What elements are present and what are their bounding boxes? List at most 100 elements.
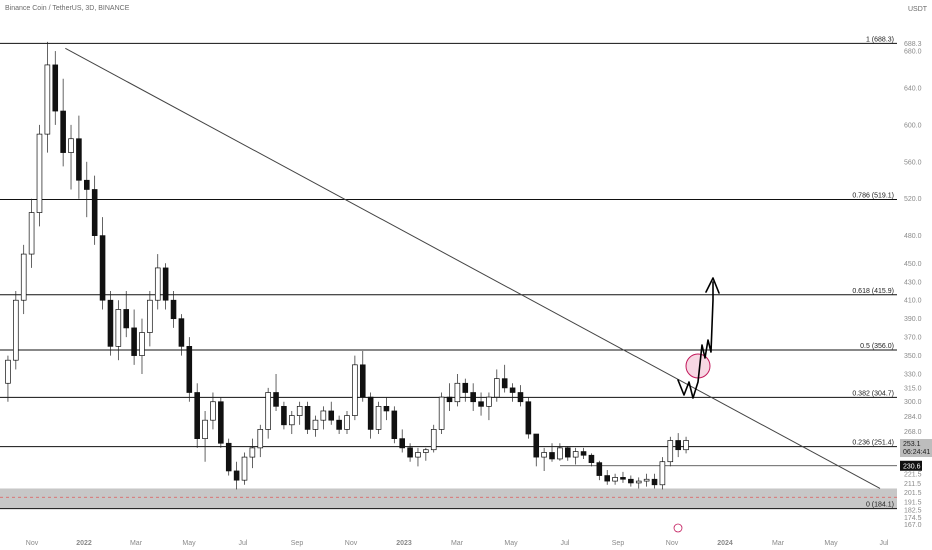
candle-body: [454, 382, 461, 403]
fib-label-2: 0.618 (415.9): [852, 288, 894, 295]
x-tick-label: May: [504, 540, 518, 547]
candle-body: [115, 309, 122, 347]
candle-body: [620, 477, 626, 480]
candle-body: [564, 447, 571, 458]
y-tick-label: 201.5: [904, 490, 922, 497]
candle-body: [478, 401, 484, 407]
candle-body: [186, 346, 193, 393]
candle-body: [249, 447, 256, 458]
candle-body: [430, 429, 437, 451]
candles: [5, 41, 689, 490]
candle-body: [383, 405, 390, 412]
candle-body: [557, 447, 563, 460]
y-tick-label: 315.0: [904, 385, 922, 392]
y-tick-label: 390.0: [904, 316, 922, 323]
candle-body: [320, 410, 327, 421]
candle-body: [273, 392, 279, 407]
symbol-title: Binance Coin / TetherUS, 3D, BINANCE: [5, 5, 130, 12]
drawings: [677, 277, 720, 399]
x-tick-label: Mar: [772, 540, 785, 547]
y-tick-label: 430.0: [904, 279, 922, 286]
x-tick-label: 2023: [396, 540, 412, 547]
y-tick-label: 520.0: [904, 196, 922, 203]
candle-body: [643, 478, 650, 482]
candle-body: [296, 405, 303, 416]
candle-body: [99, 235, 106, 301]
x-tick-label: May: [182, 540, 196, 547]
trendline-line: [65, 47, 881, 489]
candle-body: [233, 470, 240, 481]
candle-body: [352, 364, 358, 416]
candle-body: [147, 299, 153, 333]
x-tick-label: 2024: [717, 540, 733, 547]
y-tick-label: 284.0: [904, 414, 922, 421]
candle-body: [438, 396, 445, 430]
y-tick-label: 688.3: [904, 41, 922, 48]
candle-body: [667, 440, 674, 463]
y-tick-label: 174.5: [904, 515, 922, 522]
candle-body: [549, 452, 555, 460]
y-tick-label: 300.0: [904, 399, 922, 406]
candle-body: [312, 419, 319, 430]
y-tick-label: 640.0: [904, 85, 922, 92]
candle-body: [541, 452, 547, 458]
currency-label: USDT: [908, 6, 928, 13]
y-tick-label: 410.0: [904, 298, 922, 305]
support-zone-rect: [0, 488, 897, 509]
candle-body: [202, 419, 208, 439]
candle-body: [399, 438, 405, 449]
y-tick-label: 370.0: [904, 335, 922, 342]
candle-body: [36, 133, 43, 213]
y-tick-label: 680.0: [904, 49, 922, 56]
candle-body: [446, 396, 453, 403]
candle-body: [91, 189, 98, 236]
candle-body: [281, 405, 287, 426]
x-tick-label: Sep: [612, 540, 625, 547]
candle-body: [604, 475, 611, 482]
y-tick-label: 211.5: [904, 481, 921, 488]
x-tick-label: Jul: [561, 540, 570, 547]
candle-body: [139, 332, 145, 356]
candle-body: [170, 299, 177, 320]
candle-body: [218, 401, 224, 444]
y-tick-label: 560.0: [904, 159, 922, 166]
x-tick-label: Jul: [239, 540, 248, 547]
x-tick-label: May: [824, 540, 838, 547]
y-tick-label: 600.0: [904, 122, 922, 129]
y-tick-label: 191.5: [904, 499, 922, 506]
candle-body: [501, 378, 508, 389]
candle-body: [13, 299, 19, 361]
candle-body: [683, 440, 689, 451]
y-tick-label: 268.0: [904, 429, 922, 436]
y-tick-label: 450.0: [904, 261, 922, 268]
candle-body: [52, 64, 59, 112]
candle-body: [391, 410, 398, 439]
candle-body: [375, 405, 382, 430]
x-tick-label: Nov: [345, 540, 358, 547]
candle-body: [423, 449, 429, 453]
x-tick-label: Mar: [130, 540, 143, 547]
candle-body: [20, 253, 27, 301]
candle-body: [359, 364, 366, 398]
current-price-value: 253.1: [903, 441, 921, 448]
candle-body: [162, 267, 169, 301]
time-axis[interactable]: Nov 2022 Mar May Jul Sep Nov 2023 Mar May Jul Sep No…: [26, 523, 889, 547]
current-price-tag: [900, 439, 932, 458]
candle-body: [154, 267, 161, 301]
candle-body: [344, 415, 350, 430]
fib-label-5: 0.236 (251.4): [852, 440, 894, 447]
y-tick-label: 350.0: [904, 353, 922, 360]
candle-body: [533, 433, 540, 458]
candle-body: [588, 454, 595, 463]
candle-body: [494, 378, 500, 398]
candle-body: [123, 309, 130, 329]
fib-label-6: 0 (184.1): [866, 502, 894, 509]
candle-body: [415, 452, 421, 458]
support-zone: [0, 488, 897, 509]
candle-body: [265, 392, 271, 430]
candle-body: [178, 318, 185, 347]
candle-body: [470, 392, 476, 403]
x-tick-label: Nov: [26, 540, 39, 547]
